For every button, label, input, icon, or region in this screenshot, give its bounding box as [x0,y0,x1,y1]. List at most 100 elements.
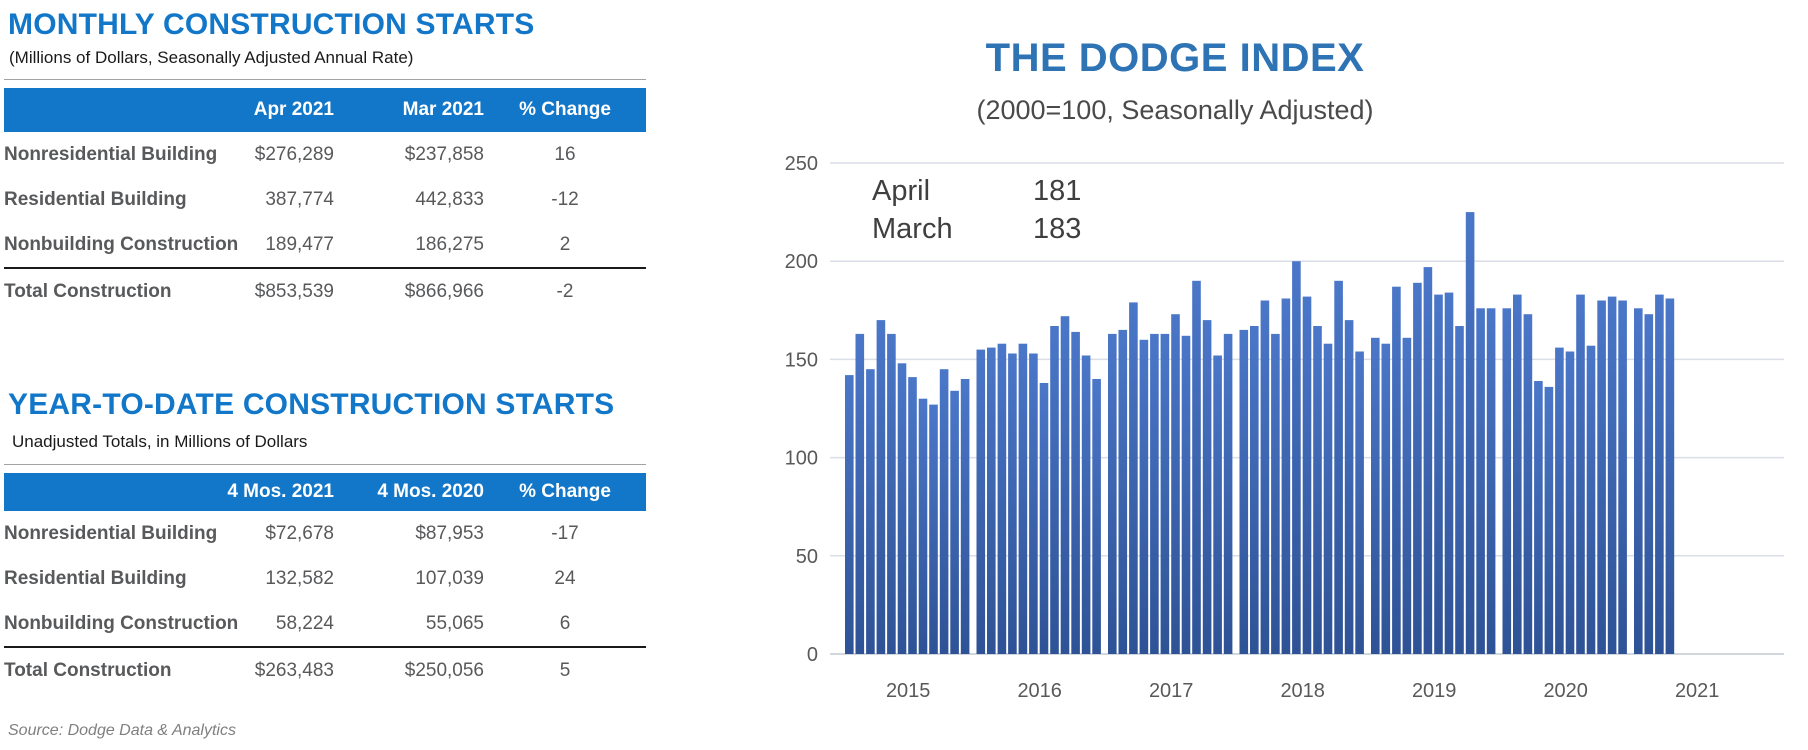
column-header: % Change [519,481,611,502]
annotation-value: 181 [1033,175,1082,207]
row-label: Nonresidential Building [4,143,218,165]
table-top-border [4,464,646,465]
bar-2020-m9 [1586,345,1596,654]
bar-2017-m3 [1129,302,1138,654]
bar-2018-m3 [1260,300,1270,654]
bar-2017-m9 [1192,280,1201,654]
total-value: $853,539 [254,280,334,302]
total-value: -2 [556,280,574,302]
bar-2017-m1 [1108,333,1117,654]
bar-2020-m2 [1513,294,1522,654]
row-label: Residential Building [4,188,187,210]
cell-value: -17 [551,522,579,544]
bar-2015-m1 [845,375,854,654]
bar-2016-m2 [987,347,996,654]
bar-2015-m3 [866,369,875,654]
bar-2017-m7 [1171,314,1180,654]
bar-2017-m8 [1181,335,1191,654]
cell-value: $237,858 [404,143,484,165]
monthly-table-subtitle: (Millions of Dollars, Seasonally Adjuste… [9,48,414,67]
bar-2020-m1 [1502,308,1512,654]
x-axis-label-2016: 2016 [1017,680,1061,702]
table-row: Residential Building 387,774 442,833 -12 [4,177,646,222]
column-header: 4 Mos. 2021 [227,481,334,502]
y-axis-label-100: 100 [785,448,818,470]
bar-2020-m11 [1607,296,1617,654]
bar-2015-m9 [929,404,938,654]
row-label: Nonbuilding Construction [4,233,239,255]
bar-2019-m11 [1476,308,1485,654]
ytd-construction-table: 4 Mos. 2021 4 Mos. 2020 % Change Nonresiden… [4,464,646,693]
bar-2016-m12 [1092,379,1101,654]
bar-2015-m11 [950,390,959,654]
latest-values-annotation: April 181 March 183 [872,172,1081,248]
chart-subtitle: (2000=100, Seasonally Adjusted) [976,95,1374,125]
bar-2016-m4 [1008,353,1017,654]
bar-2016-m5 [1018,343,1028,654]
cell-value: 58,224 [275,612,334,634]
y-axis-label-0: 0 [807,644,818,666]
bar-2017-m2 [1118,329,1128,654]
table-total-row: Total Construction $853,539 $866,966 -2 [4,269,646,314]
bar-2019-m4 [1402,337,1412,654]
bar-2016-m3 [997,343,1007,654]
bar-2018-m12 [1355,351,1364,654]
bar-2015-m6 [897,363,907,654]
annotation-label: March [872,213,953,245]
row-label: Residential Building [4,567,187,589]
cell-value: 132,582 [265,567,334,589]
bar-2015-m8 [918,398,928,654]
cell-value: 24 [554,567,576,589]
bar-2019-m6 [1423,267,1433,654]
bar-2019-m2 [1381,343,1391,654]
cell-value: -12 [551,188,579,210]
bar-2016-m8 [1050,326,1059,654]
bar-2018-m7 [1302,296,1312,654]
bar-2015-m4 [876,320,886,654]
bar-2018-m8 [1313,326,1322,654]
bar-2018-m9 [1323,343,1333,654]
cell-value: 442,833 [415,188,484,210]
cell-value: 189,477 [265,233,334,255]
x-axis-label-2021: 2021 [1675,680,1720,702]
bar-2019-m1 [1371,337,1380,654]
dodge-index-bar-chart: 0 50 100 150 200 250 2015 2016 2017 2018 2019 2020 2… [785,153,1784,702]
bar-2020-m3 [1523,314,1533,654]
table-top-border [4,79,646,80]
bar-2020-m12 [1618,300,1627,654]
bar-2018-m11 [1344,320,1354,654]
column-header: Mar 2021 [402,99,484,120]
bar-2020-m4 [1534,381,1543,654]
column-header: Apr 2021 [253,99,334,120]
row-label: Nonresidential Building [4,522,218,544]
bar-2019-m9 [1455,326,1464,654]
bar-2016-m10 [1071,331,1080,654]
annotation-row-april: April 181 [872,172,1081,210]
bar-2021-m4 [1665,298,1675,654]
bar-2017-m12 [1223,333,1233,654]
annotation-value: 183 [1033,213,1082,245]
table-row: Nonresidential Building $72,678 $87,953 -17 [4,511,646,556]
bar-2015-m12 [960,379,970,654]
source-note: Source: Dodge Data & Analytics [8,722,236,739]
bar-2018-m4 [1271,333,1280,654]
cell-value: 6 [559,612,571,634]
bar-2018-m6 [1292,261,1301,654]
bar-2018-m5 [1281,298,1291,654]
bar-2017-m10 [1202,320,1212,654]
table-header-row: Apr 2021 Mar 2021 % Change [4,88,646,132]
x-axis-label-2015: 2015 [886,680,931,702]
bar-2019-m7 [1434,294,1443,654]
table-total-row: Total Construction $263,483 $250,056 5 [4,648,646,693]
bar-2020-m6 [1555,347,1564,654]
total-value: $250,056 [404,659,484,681]
column-header: % Change [519,99,611,120]
bar-2021-m1 [1634,308,1643,654]
cell-value: $72,678 [265,522,334,544]
bar-2016-m7 [1039,383,1049,654]
bar-2020-m7 [1565,351,1575,654]
bar-2019-m8 [1444,292,1454,654]
cell-value: 387,774 [265,188,334,210]
monthly-construction-table: Apr 2021 Mar 2021 % Change Nonresidential B… [4,79,646,314]
